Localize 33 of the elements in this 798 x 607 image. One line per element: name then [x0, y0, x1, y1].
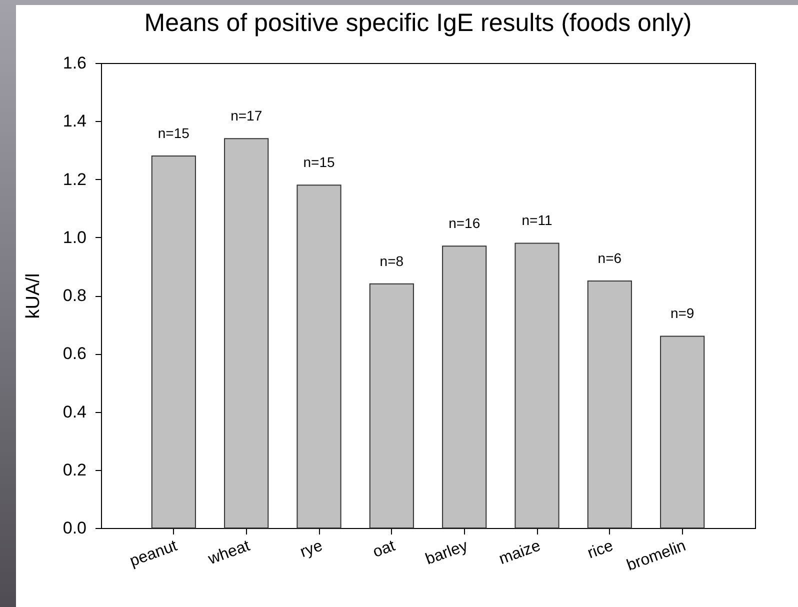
y-tick-label: 1.2	[62, 170, 86, 189]
annotation: n=8	[380, 252, 404, 269]
bar	[514, 242, 560, 528]
y-tick-label: 1.4	[62, 112, 86, 131]
y-tick-label: 1.6	[62, 54, 86, 72]
x-tick-label: rice	[585, 537, 616, 562]
annotation: n=15	[303, 154, 335, 170]
chart-title: Means of positive specific IgE results (foods only)	[144, 9, 692, 37]
y-axis-title: kUA/l	[22, 273, 44, 319]
x-tick-label: maize	[496, 537, 543, 568]
bar	[296, 184, 342, 528]
x-tick-label: wheat	[205, 537, 253, 568]
annotation: n=11	[522, 212, 552, 228]
annotation: n=9	[670, 305, 694, 322]
annotation: n=17	[230, 108, 262, 124]
bar	[660, 336, 705, 528]
y-tick-label: 0.0	[62, 518, 86, 538]
x-tick-label: rye	[298, 537, 325, 562]
y-tick-label: 1.0	[62, 228, 86, 247]
bar	[442, 246, 487, 528]
y-tick-label: 0.2	[62, 460, 86, 480]
y-tick-label: 0.4	[62, 402, 86, 422]
y-tick-label: 0.8	[62, 286, 86, 305]
bar	[587, 280, 632, 528]
x-tick-label: oat	[370, 537, 398, 562]
annotation: n=16	[448, 215, 480, 232]
y-tick-label: 0.6	[62, 344, 86, 364]
bar	[151, 156, 196, 528]
annotation: n=6	[598, 250, 622, 266]
x-tick-label: barley	[423, 538, 470, 568]
bar	[369, 283, 414, 528]
annotation: n=15	[158, 125, 190, 141]
bar	[224, 138, 269, 528]
